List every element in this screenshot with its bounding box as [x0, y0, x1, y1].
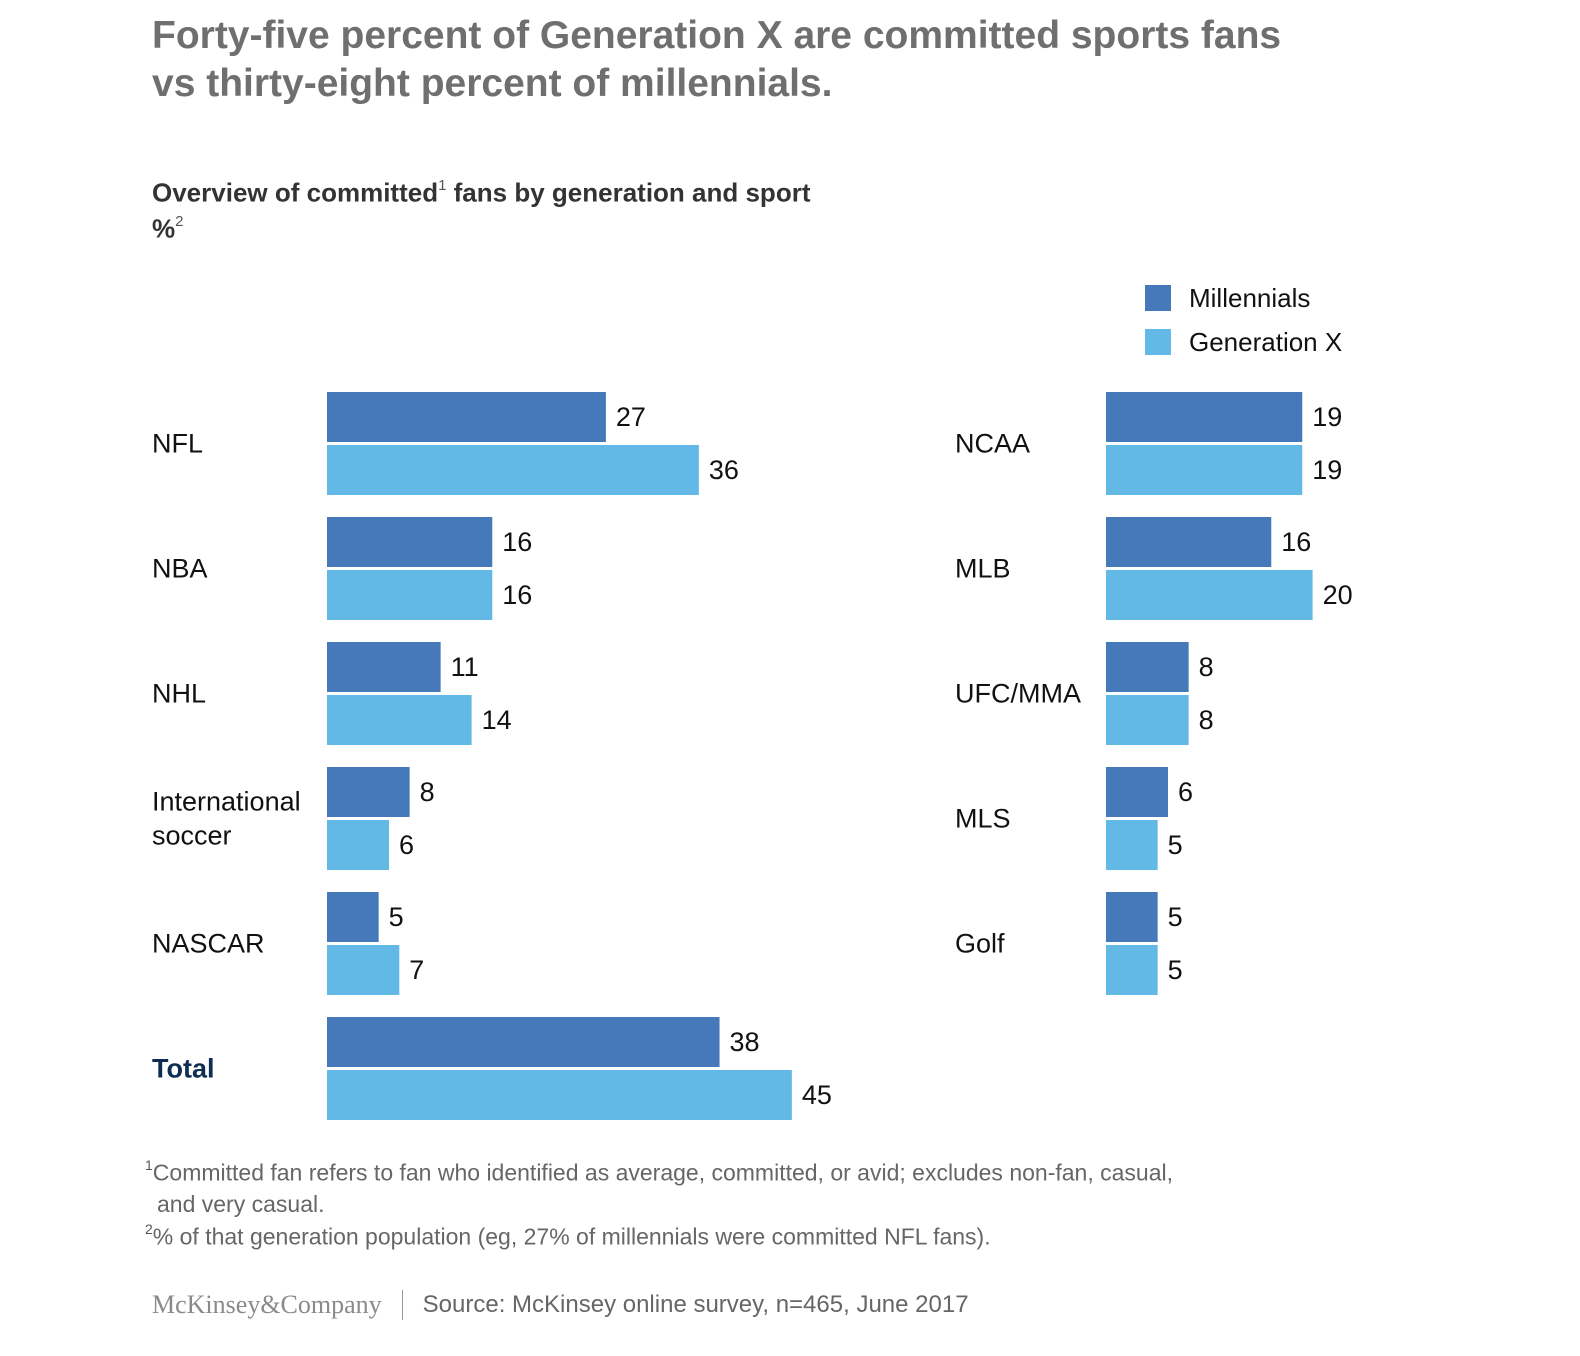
footnote-1-mark: 1	[145, 1157, 153, 1173]
category-label-nba: NBA	[152, 554, 208, 584]
category-label-ncaa: NCAA	[955, 429, 1030, 459]
category-label-nfl: NFL	[152, 429, 203, 459]
bar-mlb-millennials	[1106, 517, 1272, 567]
bar-nascar-genx	[327, 945, 400, 995]
headline: Forty-five percent of Generation X are c…	[152, 12, 1452, 108]
bar-total-genx	[327, 1070, 792, 1120]
chart-unit: %2	[152, 208, 183, 245]
legend-item-genx: Generation X	[1145, 320, 1342, 364]
subtitle-text: Overview of committed	[152, 177, 439, 208]
headline-line-2: vs thirty-eight percent of millennials.	[152, 62, 833, 105]
value-label-nhl-millennials: 11	[451, 652, 479, 682]
bar-mls-millennials	[1106, 767, 1168, 817]
headline-line-1: Forty-five percent of Generation X are c…	[152, 14, 1282, 57]
legend-swatch-millennials	[1145, 285, 1171, 311]
bar-nba-genx	[327, 570, 493, 620]
bar-nhl-genx	[327, 695, 472, 745]
value-label-nhl-genx: 14	[482, 705, 512, 735]
footnote-1: 1Committed fan refers to fan who identif…	[145, 1152, 1445, 1220]
value-label-international-soccer-millennials: 8	[420, 777, 435, 807]
bar-total-millennials	[327, 1017, 720, 1067]
source-note: Source: McKinsey online survey, n=465, J…	[422, 1291, 969, 1318]
category-label-nhl: NHL	[152, 679, 206, 709]
bar-mls-genx	[1106, 820, 1158, 870]
value-label-nascar-millennials: 5	[389, 902, 404, 932]
value-label-golf-millennials: 5	[1168, 902, 1183, 932]
bar-international-soccer-genx	[327, 820, 389, 870]
bar-nba-millennials	[327, 517, 493, 567]
value-label-nba-genx: 16	[502, 580, 532, 610]
legend: Millennials Generation X	[1145, 276, 1342, 364]
category-label-total: Total	[152, 1054, 215, 1084]
bar-ncaa-genx	[1106, 445, 1303, 495]
legend-label-millennials: Millennials	[1189, 282, 1311, 313]
bar-golf-genx	[1106, 945, 1158, 995]
category-label-international-soccer-line-1: International	[152, 787, 301, 817]
value-label-total-millennials: 38	[730, 1027, 760, 1057]
value-label-mls-millennials: 6	[1178, 777, 1193, 807]
bar-nhl-millennials	[327, 642, 441, 692]
category-label-nascar: NASCAR	[152, 929, 265, 959]
bar-ufc-mma-millennials	[1106, 642, 1189, 692]
value-label-golf-genx: 5	[1168, 955, 1183, 985]
category-label-international-soccer-line-2: soccer	[152, 821, 232, 851]
value-label-mlb-millennials: 16	[1281, 527, 1311, 557]
value-label-international-soccer-genx: 6	[399, 830, 414, 860]
footnote-1-line-2: and very casual.	[157, 1190, 325, 1217]
footnote-2-mark: 2	[145, 1221, 153, 1237]
footer: McKinsey&Company Source: McKinsey online…	[152, 1290, 969, 1320]
category-label-mls: MLS	[955, 804, 1011, 834]
legend-item-millennials: Millennials	[1145, 276, 1342, 320]
value-label-nascar-genx: 7	[409, 955, 424, 985]
unit-text: %	[152, 213, 176, 244]
legend-label-genx: Generation X	[1189, 326, 1343, 357]
bar-ufc-mma-genx	[1106, 695, 1189, 745]
category-label-mlb: MLB	[955, 554, 1011, 584]
bar-nfl-genx	[327, 445, 699, 495]
subtitle-footnote-mark: 1	[438, 177, 447, 194]
value-label-ncaa-millennials: 19	[1312, 402, 1342, 432]
footer-divider	[401, 1290, 403, 1320]
footnote-2-text: % of that generation population (eg, 27%…	[152, 1223, 991, 1250]
unit-footnote-mark: 2	[175, 213, 184, 230]
bar-ncaa-millennials	[1106, 392, 1303, 442]
bar-international-soccer-millennials	[327, 767, 410, 817]
value-label-ufc-mma-genx: 8	[1199, 705, 1214, 735]
footnote-2: 2% of that generation population (eg, 27…	[145, 1216, 991, 1253]
value-label-nfl-genx: 36	[709, 455, 739, 485]
bar-nfl-millennials	[327, 392, 606, 442]
value-label-ufc-mma-millennials: 8	[1199, 652, 1214, 682]
value-label-ncaa-genx: 19	[1312, 455, 1342, 485]
value-label-nba-millennials: 16	[502, 527, 532, 557]
bar-golf-millennials	[1106, 892, 1158, 942]
bar-nascar-millennials	[327, 892, 379, 942]
value-label-mlb-genx: 20	[1323, 580, 1353, 610]
category-label-ufc-mma: UFC/MMA	[955, 679, 1081, 709]
value-label-mls-genx: 5	[1168, 830, 1183, 860]
footnote-1-line-1: Committed fan refers to fan who identifi…	[152, 1159, 1173, 1186]
subtitle-text-after: fans by generation and sport	[446, 177, 811, 208]
chart-subtitle: Overview of committed1 fans by generatio…	[152, 172, 810, 209]
value-label-total-genx: 45	[802, 1080, 832, 1110]
value-label-nfl-millennials: 27	[616, 402, 646, 432]
mckinsey-logo: McKinsey&Company	[152, 1290, 382, 1319]
legend-swatch-genx	[1145, 329, 1171, 355]
bar-mlb-genx	[1106, 570, 1313, 620]
category-label-golf: Golf	[955, 929, 1005, 959]
